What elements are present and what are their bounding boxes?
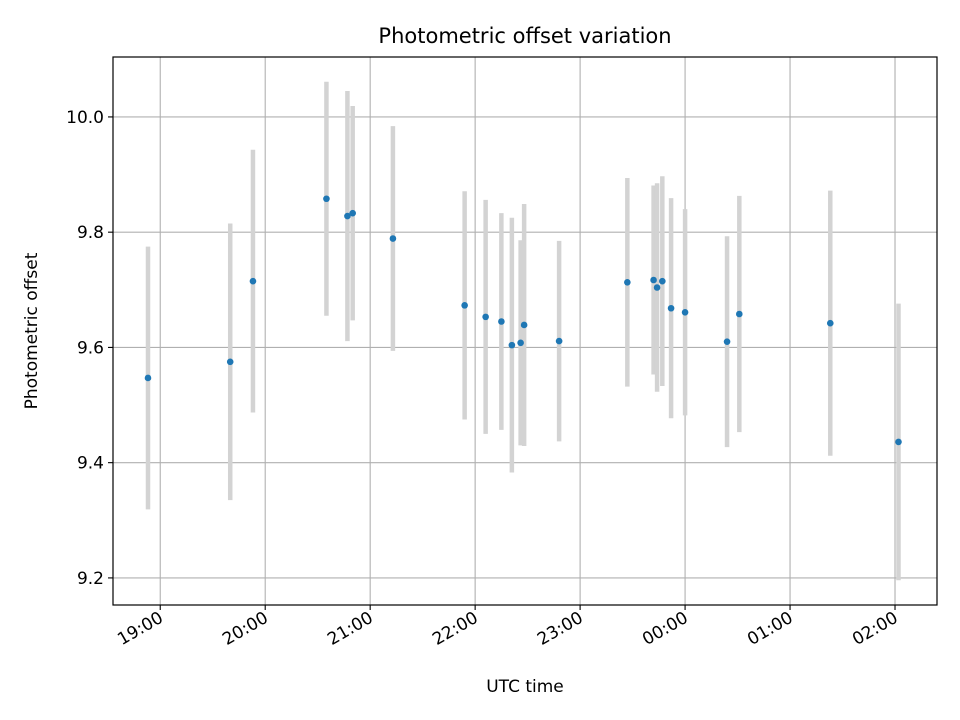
x-axis-label: UTC time: [486, 677, 564, 697]
y-tick-label: 9.4: [77, 454, 104, 474]
data-point: [482, 313, 489, 321]
y-tick-label: 9.6: [77, 338, 104, 358]
data-point: [653, 284, 661, 291]
y-tick-label: 9.8: [77, 223, 104, 243]
y-tick-label: 9.2: [77, 569, 104, 589]
data-point: [144, 374, 152, 382]
data-point: [681, 308, 689, 316]
x-tick-label: 20:00: [219, 608, 271, 650]
data-point: [895, 438, 902, 446]
data-point: [624, 279, 631, 286]
data-point: [555, 337, 563, 345]
data-point: [520, 321, 528, 329]
data-point: [736, 310, 743, 318]
data-point: [389, 235, 397, 242]
x-tick-label: 19:00: [114, 608, 166, 650]
data-point: [226, 358, 234, 366]
chart-title: Photometric offset variation: [378, 24, 671, 48]
data-point: [249, 277, 257, 285]
x-tick-label: 21:00: [324, 608, 376, 650]
data-point: [826, 319, 834, 327]
data-point: [323, 195, 330, 203]
data-point: [667, 304, 675, 312]
x-tick-label: 23:00: [534, 608, 586, 650]
x-tick-label: 22:00: [429, 608, 481, 650]
data-point: [508, 341, 516, 349]
data-point: [650, 276, 657, 284]
x-axis: 19:00 20:00 21:00 22:00 23:00 00:00 01:00 02:00: [114, 605, 902, 650]
plot-frame: [112, 56, 938, 606]
data-point: [498, 318, 505, 325]
x-tick-label: 02:00: [849, 608, 901, 650]
y-tick-label: 10.0: [66, 108, 104, 128]
data-point: [517, 339, 524, 347]
data-point: [659, 277, 666, 285]
data-point: [344, 212, 351, 220]
x-tick-label: 01:00: [744, 608, 796, 650]
y-axis-label: Photometric offset: [22, 252, 42, 409]
error-bars: [145, 81, 901, 581]
x-tick-label: 00:00: [639, 608, 691, 650]
data-points: [144, 195, 902, 446]
data-point: [461, 302, 468, 309]
data-point: [723, 338, 731, 345]
data-point: [349, 209, 356, 217]
y-axis: 9.2 9.4 9.6 9.8 10.0: [66, 108, 113, 589]
